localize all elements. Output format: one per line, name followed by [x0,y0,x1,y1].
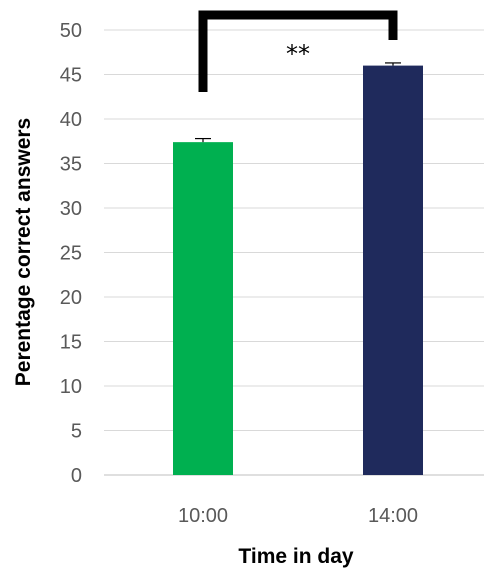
y-tick-label: 0 [71,465,82,487]
y-tick-label: 10 [60,376,82,398]
y-tick-label: 15 [60,332,82,354]
y-tick-label: 20 [60,287,82,309]
y-tick-label: 5 [71,421,82,443]
y-axis-title: Perentage correct answers [12,118,35,386]
x-tick-label: 10:00 [178,505,228,527]
gridlines [104,29,484,476]
y-tick-label: 35 [60,154,82,176]
significance-bracket: ** [198,10,398,92]
y-tick-labels: 0 5 10 15 20 25 30 35 40 45 50 [60,20,82,487]
y-tick-label: 25 [60,243,82,265]
x-tick-label: 14:00 [368,505,418,527]
significance-bracket-line [198,10,398,92]
y-tick-label: 40 [60,109,82,131]
error-bars [195,62,401,143]
significance-label: ** [286,40,310,68]
y-tick-label: 45 [60,65,82,87]
x-axis-title: Time in day [238,545,353,568]
x-tick-labels: 10:00 14:00 [178,505,418,527]
y-tick-label: 50 [60,20,82,42]
bar [363,65,423,475]
bar [173,142,233,475]
y-tick-label: 30 [60,198,82,220]
bars [173,65,423,475]
